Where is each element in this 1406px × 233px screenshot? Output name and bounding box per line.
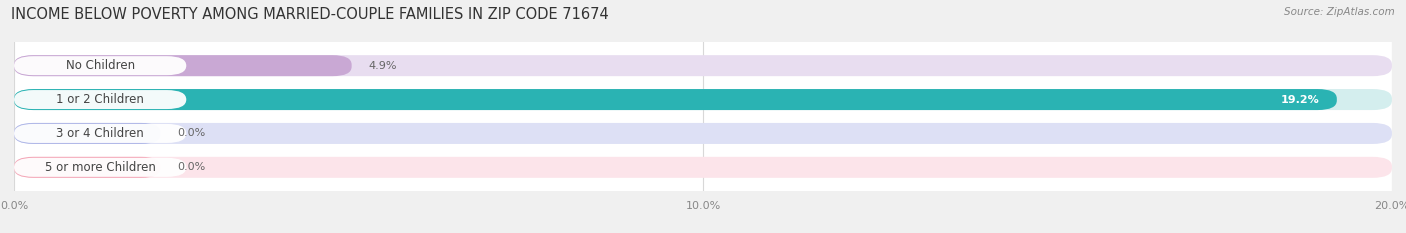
FancyBboxPatch shape bbox=[14, 89, 1392, 110]
FancyBboxPatch shape bbox=[14, 157, 160, 178]
FancyBboxPatch shape bbox=[14, 158, 186, 177]
Text: No Children: No Children bbox=[66, 59, 135, 72]
Text: 5 or more Children: 5 or more Children bbox=[45, 161, 156, 174]
Text: 19.2%: 19.2% bbox=[1281, 95, 1320, 105]
FancyBboxPatch shape bbox=[14, 157, 1392, 178]
Text: 0.0%: 0.0% bbox=[177, 128, 205, 138]
FancyBboxPatch shape bbox=[14, 89, 1337, 110]
FancyBboxPatch shape bbox=[14, 90, 186, 109]
Text: 4.9%: 4.9% bbox=[368, 61, 398, 71]
Text: INCOME BELOW POVERTY AMONG MARRIED-COUPLE FAMILIES IN ZIP CODE 71674: INCOME BELOW POVERTY AMONG MARRIED-COUPL… bbox=[11, 7, 609, 22]
FancyBboxPatch shape bbox=[14, 123, 1392, 144]
FancyBboxPatch shape bbox=[14, 55, 352, 76]
FancyBboxPatch shape bbox=[14, 56, 186, 75]
FancyBboxPatch shape bbox=[14, 123, 160, 144]
Text: 3 or 4 Children: 3 or 4 Children bbox=[56, 127, 143, 140]
FancyBboxPatch shape bbox=[14, 55, 1392, 76]
Text: Source: ZipAtlas.com: Source: ZipAtlas.com bbox=[1284, 7, 1395, 17]
Text: 1 or 2 Children: 1 or 2 Children bbox=[56, 93, 145, 106]
FancyBboxPatch shape bbox=[14, 124, 186, 143]
Text: 0.0%: 0.0% bbox=[177, 162, 205, 172]
